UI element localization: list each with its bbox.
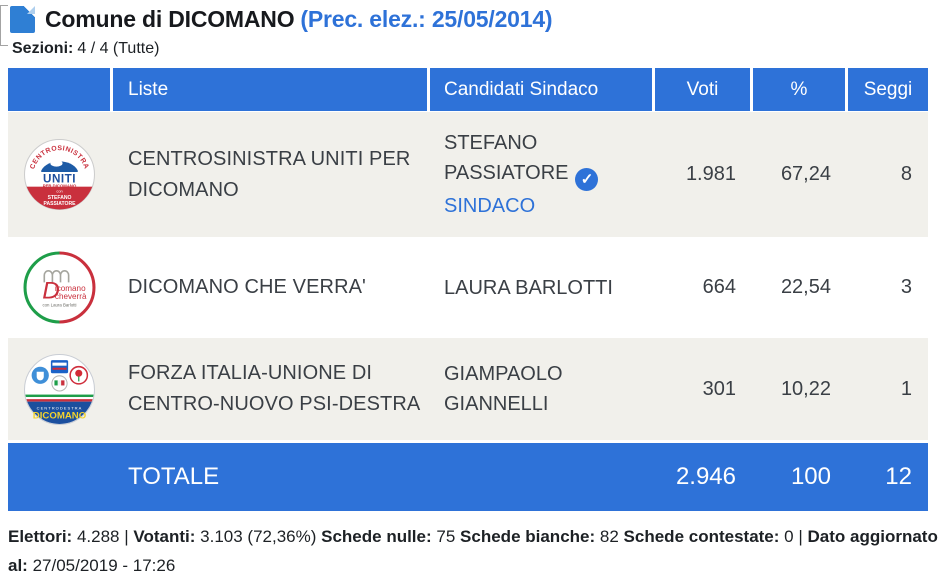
result-row-dicomano-che-verra: D icomano cheverrà con Laura Barlotti DI… [8,237,928,338]
contested-ballots-value: 0 | [784,527,803,546]
table-header-row: Liste Candidati Sindaco Voti % Seggi [8,68,928,111]
table-header-seggi: Seggi [848,68,928,111]
total-votes-cell: 2.946 [675,463,736,490]
comune-title-text: Comune di DICOMANO [45,6,295,32]
logo-con-text: con [56,190,62,194]
list-name: FORZA ITALIA-UNIONE DI CENTRO-NUOVO PSI-… [113,358,427,420]
dicomano-che-verra-list-logo-icon: D icomano cheverrà con Laura Barlotti [23,251,95,324]
logo-word-2: cheverrà [54,292,86,301]
list-logo-cell: CENTROSINISTRA UNITI PER DICOMANO con ST… [8,112,110,237]
logo-initial: D [42,278,60,305]
candidate-name-line: GIANNELLI [444,393,549,415]
list-logo-cell: D icomano cheverrà con Laura Barlotti [8,237,110,338]
logo-sub-text: PER DICOMANO [42,183,76,188]
list-name: DICOMANO CHE VERRA' [113,272,427,303]
votes-cell: 664 [702,276,736,298]
result-row-centrodestra: CENTRODESTRA DICOMANO FORZA ITALIA-UNION… [8,338,928,440]
logo-word-1: icomano [54,284,85,293]
candidate-name-line: STEFANO [444,131,538,154]
candidate-name-line: LAURA BARLOTTI [444,276,613,299]
electors-value: 4.288 | [76,527,129,546]
logo-support-text-2: PASSIATORE [43,201,76,207]
result-row-centrosinistra: CENTROSINISTRA UNITI PER DICOMANO con ST… [8,112,928,237]
votes-cell: 1.981 [685,163,736,185]
candidate-cell: STEFANO PASSIATORE ✓ SINDACO [430,128,652,222]
seats-cell: 3 [900,276,912,298]
centrodestra-list-logo-icon: CENTRODESTRA DICOMANO [23,353,95,425]
list-name: CENTROSINISTRA UNITI PER DICOMANO [113,144,427,206]
voters-label: Votanti: [133,527,196,546]
table-header-voti: Voti [655,68,750,111]
contested-ballots-label: Schede contestate: [623,527,780,546]
votes-cell: 301 [702,377,736,400]
page-header: Comune di DICOMANO (Prec. elez.: 25/05/20… [0,0,949,58]
candidate-cell: LAURA BARLOTTI [430,273,652,303]
seats-cell: 8 [900,163,912,185]
updated-at-value: 27/05/2019 - 17:26 [32,556,176,575]
document-icon [10,6,35,33]
elected-check-icon: ✓ [575,168,599,192]
panel-edge-decoration [0,5,8,46]
blank-ballots-value: 82 [599,527,619,546]
list-name-line: CENTRO-NUOVO PSI-DESTRA [128,393,421,415]
percent-cell: 67,24 [780,163,831,185]
table-header-percent: % [753,68,845,111]
total-label: TOTALE [128,463,220,490]
table-header-candidati: Candidati Sindaco [430,68,652,111]
list-name-line: DICOMANO [128,178,239,201]
page-title: Comune di DICOMANO (Prec. elez.: 25/05/20… [45,6,553,33]
candidate-name-line: GIAMPAOLO [444,363,563,385]
stats-footer: Elettori: 4.288 | Votanti: 3.103 (72,36%… [8,522,941,580]
logo-coalition-text: CENTRODESTRA [36,405,82,410]
sections-value: 4 / 4 (Tutte) [77,40,160,57]
percent-cell: 22,54 [780,276,831,298]
list-name-line: DICOMANO CHE VERRA' [128,276,366,298]
logo-support-text: con Laura Barlotti [42,302,76,307]
candidate-cell: GIAMPAOLO GIANNELLI [430,359,652,419]
null-ballots-label: Schede nulle: [321,527,432,546]
centrosinistra-list-logo-icon: CENTROSINISTRA UNITI PER DICOMANO con ST… [23,139,95,210]
total-seats-cell: 12 [885,463,912,490]
voters-value: 3.103 (72,36%) [200,527,317,546]
list-logo-cell: CENTRODESTRA DICOMANO [8,338,110,440]
table-header-liste: Liste [113,68,427,111]
results-table: Liste Candidati Sindaco Voti % Seggi CEN… [8,68,928,511]
list-name-line: FORZA ITALIA-UNIONE DI [128,362,373,384]
prev-election-link[interactable]: (Prec. elez.: 25/05/2014) [300,6,553,32]
sections-label: Sezioni: [12,40,74,57]
seats-cell: 1 [900,377,912,400]
updated-at-label: Dato aggiornato al: [8,527,938,575]
null-ballots-value: 75 [436,527,456,546]
list-name-line: CENTROSINISTRA UNITI PER [128,147,411,170]
candidate-name-line: PASSIATORE ✓ [444,158,652,192]
total-percent-cell: 100 [790,463,831,490]
electors-label: Elettori: [8,527,73,546]
logo-main-text: UNITI [43,173,76,186]
percent-cell: 10,22 [780,377,831,400]
logo-support-text-1: STEFANO [47,195,71,201]
logo-main-text: DICOMANO [32,410,86,421]
candidate-status: SINDACO [444,195,536,218]
total-row: TOTALE 2.946 100 12 [8,443,928,511]
blank-ballots-label: Schede bianche: [460,527,596,546]
table-header-logo [8,68,110,111]
sections-info: Sezioni: 4 / 4 (Tutte) [12,40,941,58]
